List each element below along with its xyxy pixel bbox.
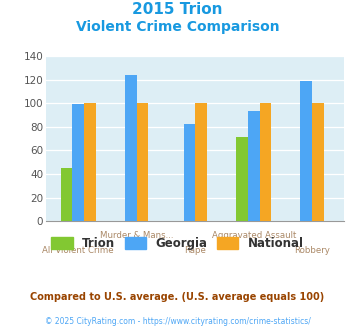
Bar [125, 75, 137, 221]
Bar [184, 124, 195, 221]
Text: Compared to U.S. average. (U.S. average equals 100): Compared to U.S. average. (U.S. average … [31, 292, 324, 302]
Bar [312, 103, 324, 221]
Text: All Violent Crime: All Violent Crime [43, 246, 114, 255]
Bar [72, 104, 84, 221]
Bar [236, 137, 248, 221]
Bar [61, 168, 72, 221]
Text: 2015 Trion: 2015 Trion [132, 2, 223, 16]
Text: Violent Crime Comparison: Violent Crime Comparison [76, 20, 279, 34]
Text: © 2025 CityRating.com - https://www.cityrating.com/crime-statistics/: © 2025 CityRating.com - https://www.city… [45, 317, 310, 326]
Legend: Trion, Georgia, National: Trion, Georgia, National [47, 232, 308, 255]
Text: Aggravated Assault: Aggravated Assault [212, 231, 296, 240]
Bar [84, 103, 96, 221]
Bar [195, 103, 207, 221]
Text: Murder & Mans...: Murder & Mans... [100, 231, 174, 240]
Bar [260, 103, 271, 221]
Bar [300, 81, 312, 221]
Text: Robbery: Robbery [294, 246, 330, 255]
Bar [248, 112, 260, 221]
Text: Rape: Rape [184, 246, 206, 255]
Bar [137, 103, 148, 221]
